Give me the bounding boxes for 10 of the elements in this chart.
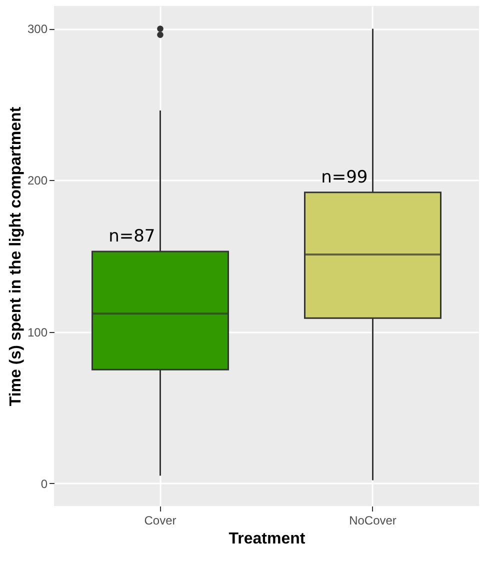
y-tick-label: 100 <box>27 325 48 340</box>
annotation: n=99 <box>321 167 368 188</box>
x-tick-label: NoCover <box>349 514 396 528</box>
y-tick-label: 300 <box>27 22 48 36</box>
x-axis-title: Treatment <box>228 530 306 548</box>
y-tick-label: 0 <box>40 476 48 491</box>
y-tick-label: 200 <box>27 174 48 188</box>
annotation: n=87 <box>108 226 156 246</box>
x-tick-label: Cover <box>144 514 176 528</box>
y-axis-title: Time (s) spent in the light compartment <box>7 106 24 406</box>
